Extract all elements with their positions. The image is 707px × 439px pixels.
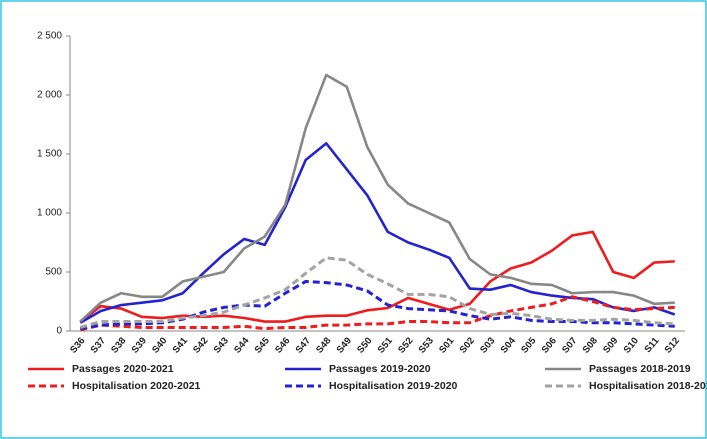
legend-label: Hospitalisation 2020-2021: [72, 380, 201, 392]
legend-label: Passages 2020-2021: [72, 363, 174, 375]
line-series: [79, 256, 675, 329]
y-tick-label: 2 000: [37, 90, 62, 101]
line-series: [79, 230, 675, 323]
y-tick-label: 1 500: [37, 149, 62, 160]
y-tick-label: 500: [45, 267, 62, 278]
line-series: [79, 295, 675, 332]
y-tick-label: 0: [56, 326, 62, 337]
legend-label: Passages 2018-2019: [589, 363, 691, 375]
y-tick-label: 1 000: [37, 208, 62, 219]
legend-label: Hospitalisation 2018-2019: [589, 380, 707, 392]
y-tick-label: 2 500: [37, 31, 62, 42]
legend-label: Passages 2019-2020: [329, 363, 431, 375]
line-series: [79, 73, 675, 323]
legend-label: Hospitalisation 2019-2020: [329, 380, 458, 392]
